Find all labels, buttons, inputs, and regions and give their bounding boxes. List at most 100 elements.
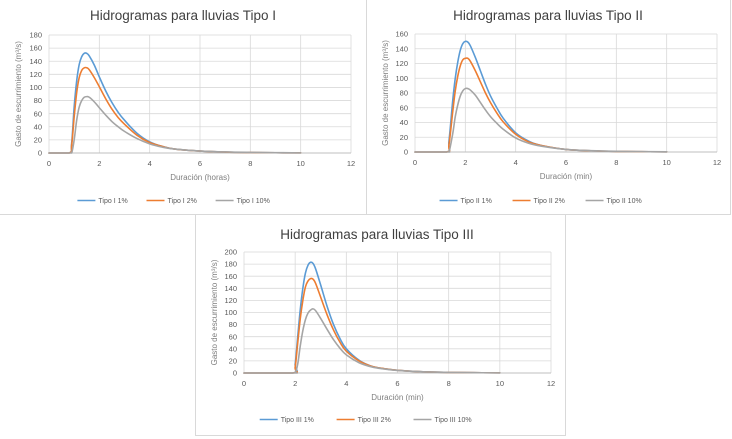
x-axis-label: Duración (min) [540,172,593,181]
axis-ticks: 0 20 40 60 80 100 120 140 160 0 2 4 6 8 10 12 [395,30,721,167]
legend: Tipo III 1% Tipo III 2% Tipo III 10% [259,417,472,424]
y-tick-label: 60 [229,332,237,341]
x-tick-label: 10 [496,379,504,388]
y-tick-label: 100 [29,83,42,92]
y-tick-label: 80 [34,96,42,105]
chart-tipo-iii: Hidrogramas para lluvias Tipo III 0 20 40 6… [195,214,566,436]
legend-item: Tipo III 2% [336,417,391,424]
x-tick-label: 12 [347,159,355,168]
chart-tipo-iii-svg: Hidrogramas para lluvias Tipo III 020406… [210,227,555,424]
x-tick-label: 12 [547,379,555,388]
chart-title: Hidrogramas para lluvias Tipo II [453,8,643,23]
series-lines [243,261,501,374]
y-tick-label: 140 [395,44,408,53]
series-lines [414,40,668,153]
y-tick-label: 160 [395,30,408,39]
y-tick-label: 60 [400,103,408,112]
legend-item: Tipo III 1% [259,417,314,424]
series-line-3 [243,308,501,374]
x-tick-label: 8 [447,379,451,388]
legend-label: Tipo III 2% [358,417,391,424]
legend-item: Tipo II 1% [439,198,492,205]
y-tick-label: 160 [29,44,42,53]
y-tick-label: 40 [400,118,408,127]
x-tick-label: 2 [463,158,467,167]
y-tick-label: 0 [38,149,42,158]
y-tick-label: 100 [224,308,237,317]
y-tick-label: 120 [29,70,42,79]
x-tick-label: 4 [148,159,152,168]
chart-title: Hidrogramas para lluvias Tipo I [90,8,276,23]
x-axis-label: Duración (min) [371,393,424,402]
legend-item: Tipo III 10% [413,417,472,424]
chart-tipo-i-svg: Hidrogramas para lluvias Tipo I 02040608… [14,8,355,205]
y-tick-label: 60 [34,109,42,118]
y-tick-label: 120 [224,296,237,305]
x-tick-label: 8 [614,158,618,167]
series-line-2 [243,277,501,374]
gridlines [414,33,718,153]
x-tick-label: 0 [47,159,51,168]
legend-label: Tipo II 2% [534,198,565,205]
x-tick-label: 4 [344,379,348,388]
legend: Tipo I 1% Tipo I 2% Tipo I 10% [77,198,270,205]
legend-label: Tipo I 10% [237,198,270,205]
x-tick-label: 6 [395,379,399,388]
legend-label: Tipo II 1% [461,198,492,205]
y-axis-label: Gasto de escurrimiento (m³/s) [381,40,390,146]
x-tick-label: 4 [514,158,518,167]
gridlines [48,34,352,154]
y-tick-label: 140 [29,57,42,66]
legend-item: Tipo II 2% [512,198,565,205]
y-tick-label: 200 [224,248,237,257]
x-tick-label: 10 [662,158,670,167]
y-tick-label: 20 [229,357,237,366]
chart-title: Hidrogramas para lluvias Tipo III [280,227,474,242]
legend-label: Tipo I 2% [168,198,197,205]
legend-item: Tipo I 10% [215,198,270,205]
legend-item: Tipo II 10% [585,198,642,205]
legend-item: Tipo I 1% [77,198,128,205]
legend: Tipo II 1% Tipo II 2% Tipo II 10% [439,198,642,205]
x-tick-label: 2 [97,159,101,168]
y-axis-label: Gasto de escurrimiento (m³/s) [210,259,219,365]
x-tick-label: 0 [242,379,246,388]
x-tick-label: 12 [713,158,721,167]
y-tick-label: 120 [395,59,408,68]
y-axis-label: Gasto de escurrimiento (m³/s) [14,41,23,147]
x-tick-label: 6 [564,158,568,167]
x-axis-label: Duración (horas) [170,173,230,182]
axis-ticks: 0 20 40 60 80 100 120 140 160 180 200 0 2 4 6 8 10 12 [224,248,555,388]
y-tick-label: 140 [224,284,237,293]
y-tick-label: 180 [29,31,42,40]
x-tick-label: 6 [198,159,202,168]
y-tick-label: 160 [224,272,237,281]
legend-item: Tipo I 2% [146,198,197,205]
y-tick-label: 20 [34,135,42,144]
y-tick-label: 80 [229,320,237,329]
chart-tipo-i: Hidrogramas para lluvias Tipo I 0 20 40 60 8… [0,0,367,215]
legend-label: Tipo III 10% [435,417,472,424]
series-line-3 [414,87,668,153]
chart-tipo-ii: Hidrogramas para lluvias Tipo II 0 20 40 60… [366,0,731,215]
y-tick-label: 20 [400,133,408,142]
y-tick-label: 40 [229,344,237,353]
chart-tipo-ii-svg: Hidrogramas para lluvias Tipo II 0 20 40 60… [381,8,721,205]
series-lines [48,52,302,154]
y-tick-label: 180 [224,260,237,269]
x-tick-label: 10 [296,159,304,168]
legend-label: Tipo III 1% [281,417,314,424]
x-tick-label: 2 [293,379,297,388]
y-tick-label: 80 [400,89,408,98]
legend-label: Tipo II 10% [607,198,642,205]
y-tick-label: 0 [233,369,237,378]
gridlines [243,251,552,374]
y-tick-label: 40 [34,122,42,131]
series-line-3 [48,95,302,154]
series-line-1 [243,261,501,374]
y-tick-label: 0 [404,148,408,157]
x-tick-label: 8 [248,159,252,168]
y-tick-label: 100 [395,74,408,83]
legend-label: Tipo I 1% [98,198,127,205]
axis-ticks: 0 20 40 60 80 100 120 140 160 180 0 2 4 6 8 10 12 [29,31,355,168]
